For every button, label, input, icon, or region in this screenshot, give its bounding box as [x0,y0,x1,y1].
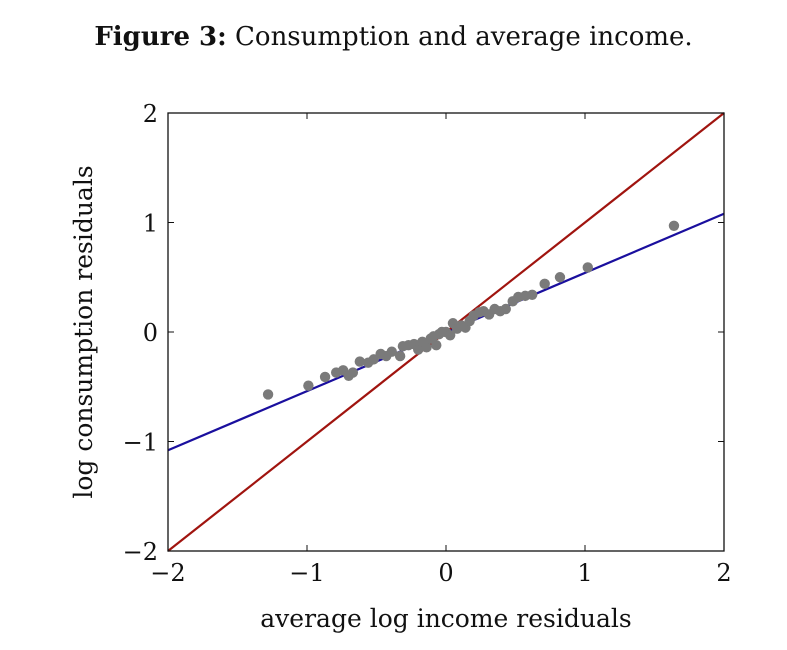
data-point [444,330,456,341]
data-point [431,339,442,351]
data-point [368,354,379,365]
y-axis-label: log consumption residuals [69,165,98,498]
data-point [386,346,397,357]
x-axis-label: average log income residuals [260,604,631,633]
y-tick-label: 0 [143,319,158,347]
y-tick-label: −1 [123,429,158,457]
y-tick-label: 2 [143,100,158,128]
data-point [319,371,331,383]
data-point [539,278,550,290]
data-point [303,380,314,391]
data-point [526,289,538,300]
x-tick-label: 0 [438,559,453,587]
x-tick-label: −1 [289,559,324,587]
figure-label: Figure 3: [94,22,227,52]
tick-labels: −2 −1 0 1 2 −2 −1 0 1 2 [123,100,732,587]
data-point [582,262,593,273]
data-point [347,367,359,378]
plot-frame [167,112,725,552]
data-point [668,220,680,231]
y-tick-label: −2 [123,538,158,566]
data-point [421,342,432,353]
figure-caption: Consumption and average income. [235,22,693,52]
data-point [354,356,366,367]
figure-title: Figure 3: Consumption and average income… [0,22,787,52]
data-point [413,344,424,355]
y-tick-label: 1 [143,210,158,238]
x-tick-label: −2 [150,559,185,587]
data-point [394,350,406,362]
x-tick-label: 1 [577,559,592,587]
data-points [262,220,680,400]
x-tick-label: 2 [716,559,731,587]
data-point [500,303,511,315]
data-point [554,272,566,283]
data-point [262,389,274,400]
